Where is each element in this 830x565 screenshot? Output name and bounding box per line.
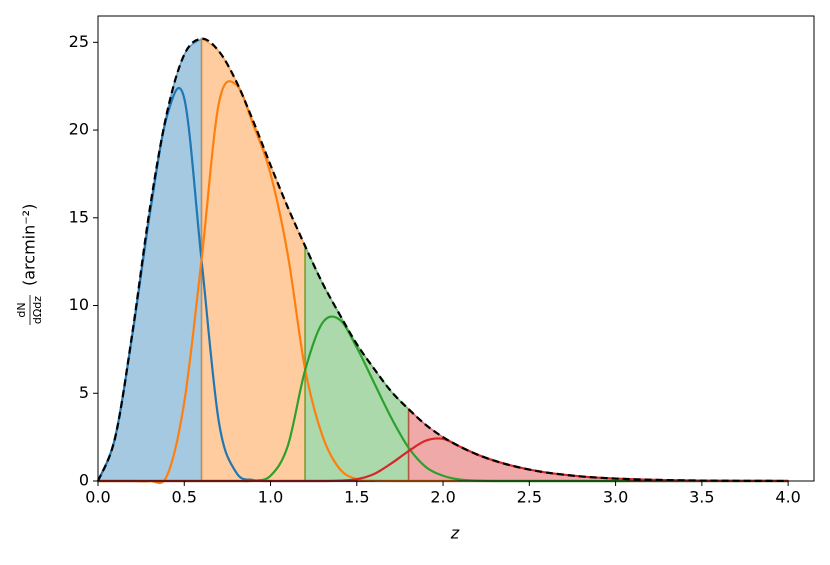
x-tick-label: 0.5 bbox=[172, 488, 197, 507]
x-tick-label: 4.0 bbox=[775, 488, 800, 507]
y-tick-label: 15 bbox=[69, 207, 89, 226]
y-tick-label: 10 bbox=[69, 295, 89, 314]
y-label-denominator: dΩdz bbox=[31, 296, 44, 324]
x-tick-label: 1.5 bbox=[344, 488, 369, 507]
x-tick-label: 3.5 bbox=[689, 488, 714, 507]
x-tick-label: 2.0 bbox=[430, 488, 455, 507]
plot-frame bbox=[97, 15, 815, 482]
y-tick-label: 0 bbox=[79, 471, 89, 490]
bin-fill bbox=[407, 407, 789, 482]
x-tick-label: 0.0 bbox=[85, 488, 110, 507]
total-curve bbox=[96, 37, 789, 483]
bin-fill bbox=[304, 245, 410, 482]
y-label-units: (arcmin⁻²) bbox=[20, 204, 39, 286]
x-tick-label: 2.5 bbox=[517, 488, 542, 507]
y-label-numerator: dN bbox=[15, 302, 28, 317]
x-axis-label: z bbox=[450, 524, 460, 543]
y-tick-label: 20 bbox=[69, 120, 89, 139]
y-tick-label: 25 bbox=[69, 32, 89, 51]
y-tick-label: 5 bbox=[79, 383, 89, 402]
y-axis-label: dN dΩdz (arcmin⁻²) bbox=[15, 204, 44, 325]
x-tick-label: 3.0 bbox=[603, 488, 628, 507]
x-tick-label: 1.0 bbox=[258, 488, 283, 507]
